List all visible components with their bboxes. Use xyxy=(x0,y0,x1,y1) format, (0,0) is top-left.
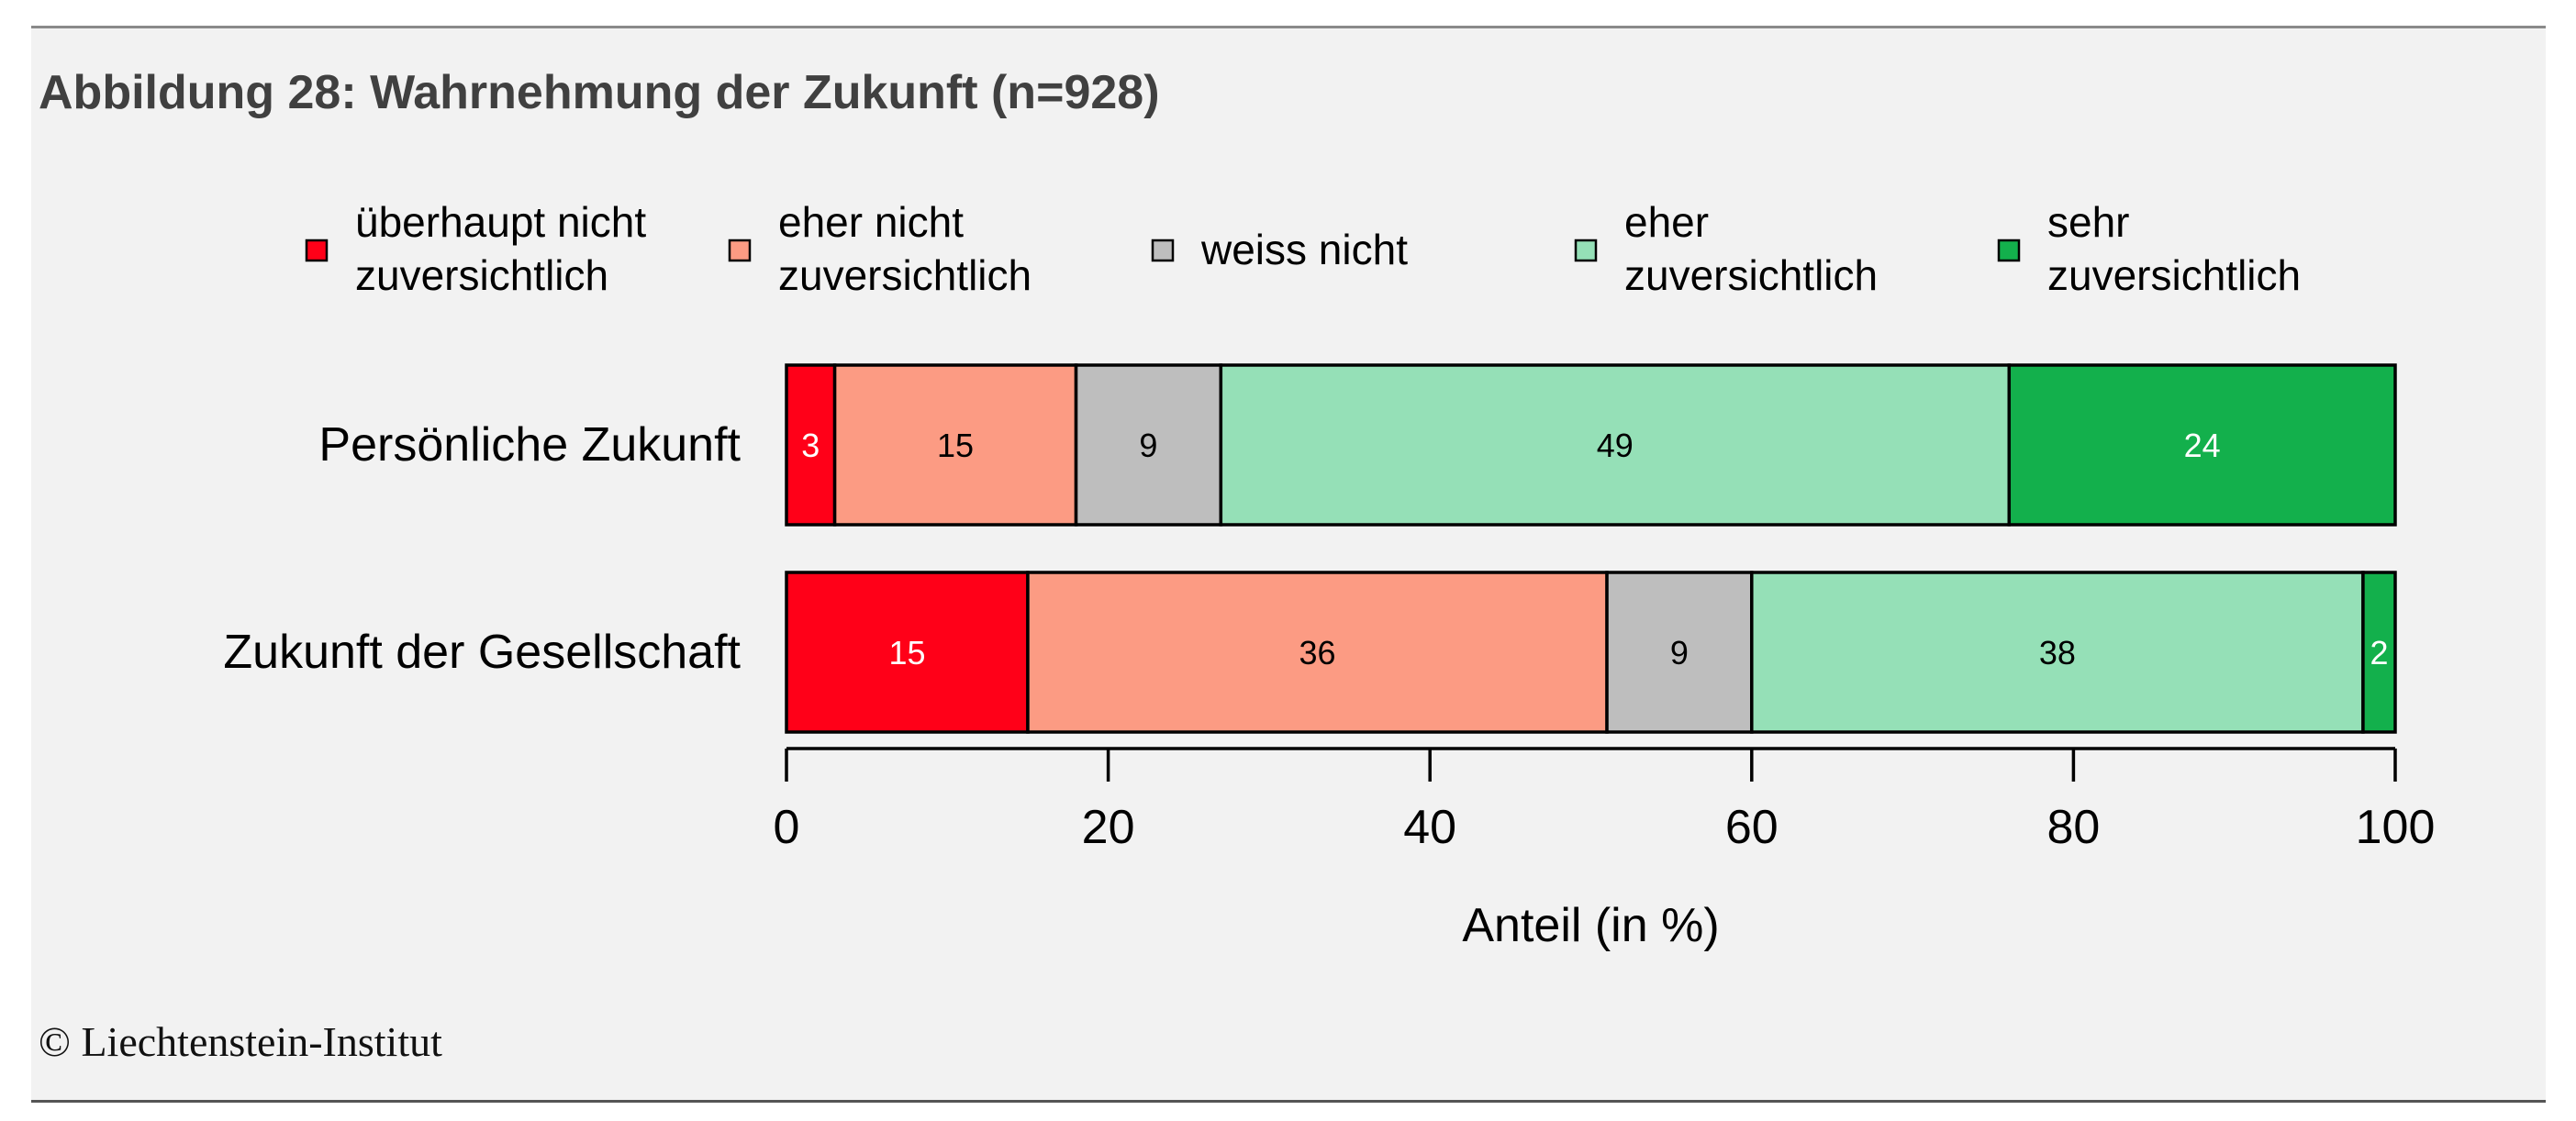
data-label: 36 xyxy=(1299,634,1335,671)
legend-line: weiss nicht xyxy=(1200,226,1408,273)
bar-segment xyxy=(1074,363,1223,527)
data-label: 15 xyxy=(937,427,974,464)
bar-segment xyxy=(1605,571,1754,734)
bar-segment xyxy=(785,571,1030,734)
stacked-bar-chart: überhaupt nicht zuversichtlich eher nicht z… xyxy=(223,198,2436,952)
legend-entry-4: eher zuversichtlich xyxy=(1624,198,1878,299)
legend-swatch-2 xyxy=(728,239,752,262)
figure-title: Abbildung 28: Wahrnehmung der Zukunft (n… xyxy=(39,66,1160,119)
legend-line: zuversichtlich xyxy=(355,251,608,299)
legend-line: zuversichtlich xyxy=(778,251,1032,299)
x-tick-label: 100 xyxy=(2356,801,2436,854)
category-label: Persönliche Zukunft xyxy=(318,418,741,472)
x-tick-label: 60 xyxy=(1725,801,1779,854)
legend-entry-5: sehr zuversichtlich xyxy=(2047,198,2301,299)
x-tick-label: 40 xyxy=(1403,801,1456,854)
legend-swatch-1 xyxy=(305,239,329,262)
legend-line: zuversichtlich xyxy=(2047,251,2301,299)
bar-segment xyxy=(832,363,1078,527)
x-tick-label: 0 xyxy=(774,801,800,854)
figure-panel: Abbildung 28: Wahrnehmung der Zukunft (n… xyxy=(31,26,2546,1103)
legend-swatch-5 xyxy=(1997,239,2021,262)
x-axis-title: Anteil (in %) xyxy=(1462,899,1719,952)
legend-line: eher nicht xyxy=(778,198,964,246)
data-label: 49 xyxy=(1597,427,1634,464)
category-label: Zukunft der Gesellschaft xyxy=(223,626,741,679)
copyright-note: © Liechtenstein-Institut xyxy=(39,1018,442,1065)
legend-entry-1: überhaupt nicht zuversichtlich xyxy=(355,198,646,299)
bar-segment xyxy=(2007,363,2397,527)
bar-segment xyxy=(785,363,837,527)
data-label: 2 xyxy=(2370,634,2388,671)
data-label: 15 xyxy=(888,634,925,671)
legend-entry-2: eher nicht zuversichtlich xyxy=(778,198,1032,299)
bar-segment xyxy=(2361,571,2397,734)
x-tick-label: 80 xyxy=(2046,801,2100,854)
data-label: 38 xyxy=(2039,634,2076,671)
legend-swatch-4 xyxy=(1574,239,1598,262)
data-label: 3 xyxy=(801,427,820,464)
legend-line: zuversichtlich xyxy=(1624,251,1878,299)
legend-entry-3: weiss nicht xyxy=(1200,226,1408,273)
data-label: 9 xyxy=(1139,427,1157,464)
legend-swatch-3 xyxy=(1151,239,1175,262)
legend-line: eher xyxy=(1624,198,1709,246)
bar-segment xyxy=(1219,363,2012,527)
legend-line: sehr xyxy=(2047,198,2129,246)
legend-line: überhaupt nicht xyxy=(355,198,646,246)
data-label: 9 xyxy=(1670,634,1689,671)
x-tick-label: 20 xyxy=(1082,801,1135,854)
data-label: 24 xyxy=(2184,427,2221,464)
bar-segment xyxy=(1750,571,2365,734)
bar-segment xyxy=(1026,571,1609,734)
